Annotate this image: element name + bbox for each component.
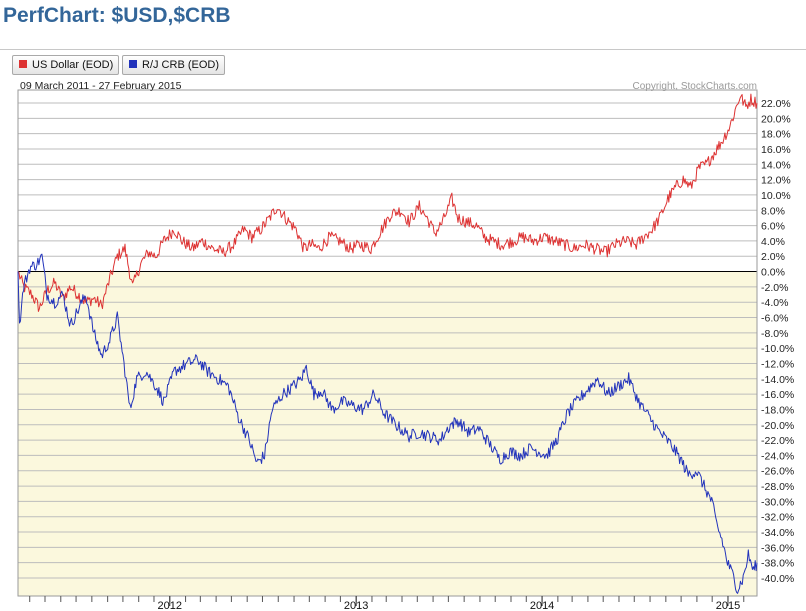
y-tick-label: 0.0% (761, 267, 785, 279)
y-tick-label: 10.0% (761, 190, 791, 202)
y-tick-label: -30.0% (761, 496, 794, 508)
chart-frame: 22.0% 20.0% 18.0% 16.0% 14.0% 12.0% 10.0% 8.0% 6… (0, 49, 806, 611)
y-tick-label: -26.0% (761, 466, 794, 478)
series-line-us-dollar (17, 93, 758, 312)
y-tick-label: -20.0% (761, 420, 794, 432)
y-tick-label: -32.0% (761, 512, 794, 524)
y-tick-label: 2.0% (761, 251, 785, 263)
x-tick-label: 2013 (344, 600, 368, 611)
y-tick-label: 8.0% (761, 205, 785, 217)
legend-swatch-us-dollar (19, 60, 27, 68)
legend-label-crb: R/J CRB (EOD) (142, 59, 219, 71)
y-tick-label: 16.0% (761, 144, 791, 156)
y-tick-label: -28.0% (761, 481, 794, 493)
page-title: PerfChart: $USD,$CRB (3, 4, 231, 27)
y-tick-label: -16.0% (761, 389, 794, 401)
y-tick-label: 14.0% (761, 159, 791, 171)
y-tick-label: -10.0% (761, 343, 794, 355)
y-tick-label: -8.0% (761, 328, 788, 340)
y-tick-label: -36.0% (761, 542, 794, 554)
y-tick-label: -38.0% (761, 558, 794, 570)
y-tick-label: -12.0% (761, 358, 794, 370)
y-tick-label: 12.0% (761, 175, 791, 187)
legend-swatch-crb (129, 60, 137, 68)
x-tick-label: 2012 (158, 600, 182, 611)
y-tick-label: -2.0% (761, 282, 788, 294)
x-tick-label: 2015 (716, 600, 740, 611)
chart-svg: 22.0% 20.0% 18.0% 16.0% 14.0% 12.0% 10.0% 8.0% 6… (17, 80, 794, 611)
y-tick-label: -4.0% (761, 297, 788, 309)
y-tick-label: -40.0% (761, 573, 794, 585)
y-tick-label: 4.0% (761, 236, 785, 248)
negative-region-fill (18, 271, 757, 596)
date-range: 09 March 2011 - 27 February 2015 (20, 80, 182, 92)
plot-border (17, 89, 758, 597)
y-tick-label: -34.0% (761, 527, 794, 539)
y-tick-label: -18.0% (761, 404, 794, 416)
y-tick-label: 6.0% (761, 221, 785, 233)
legend-label-us-dollar: US Dollar (EOD) (32, 59, 114, 71)
y-tick-label: -22.0% (761, 435, 794, 447)
series-line-crb (17, 253, 758, 594)
y-tick-label: 22.0% (761, 98, 791, 110)
y-tick-label: -6.0% (761, 313, 788, 325)
y-tick-label: 20.0% (761, 113, 791, 125)
legend-button-crb[interactable]: R/J CRB (EOD) (122, 55, 225, 75)
legend-button-us-dollar[interactable]: US Dollar (EOD) (12, 55, 120, 75)
y-tick-label: 18.0% (761, 129, 791, 141)
x-tick-label: 2014 (530, 600, 554, 611)
y-tick-label: -24.0% (761, 450, 794, 462)
y-tick-label: -14.0% (761, 374, 794, 386)
copyright: Copyright, StockCharts.com (633, 81, 758, 92)
